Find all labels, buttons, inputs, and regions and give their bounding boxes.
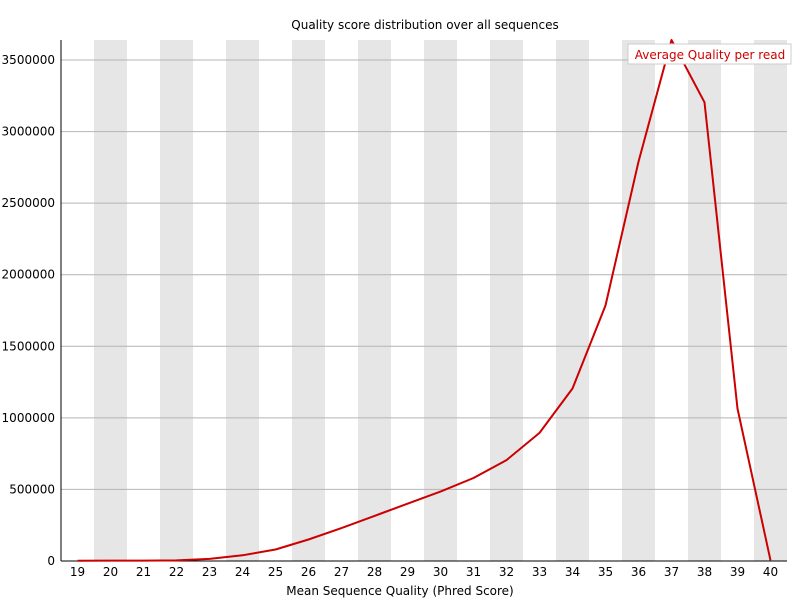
series-line-0 (77, 39, 772, 562)
band-26 (292, 40, 325, 561)
band-22 (160, 40, 193, 561)
band-38 (688, 40, 721, 561)
x-tick-labels: 19 20 21 22 23 24 25 26 27 28 29 30 31 32 33 34 35 36 37 38… (70, 565, 778, 579)
y-tick-3000000: 3000000 (2, 125, 55, 139)
y-tick-1000000: 1000000 (2, 411, 55, 425)
x-tick-28: 28 (367, 565, 382, 579)
y-tick-2500000: 2500000 (2, 196, 55, 210)
band-40 (754, 40, 787, 561)
y-tick-1500000: 1500000 (2, 339, 55, 353)
x-tick-23: 23 (202, 565, 217, 579)
band-28 (358, 40, 391, 561)
x-tick-29: 29 (400, 565, 415, 579)
x-axis-label: Mean Sequence Quality (Phred Score) (286, 584, 514, 598)
x-tick-35: 35 (598, 565, 613, 579)
x-tick-39: 39 (730, 565, 745, 579)
band-32 (490, 40, 523, 561)
y-tick-labels: 0 500000 1000000 1500000 2000000 2500000 30000… (2, 53, 55, 568)
x-tick-26: 26 (301, 565, 316, 579)
x-tick-37: 37 (664, 565, 679, 579)
band-36 (622, 40, 655, 561)
legend-entry: Average Quality per read (635, 48, 786, 62)
x-tick-19: 19 (70, 565, 85, 579)
x-tick-30: 30 (433, 565, 448, 579)
x-tick-33: 33 (532, 565, 547, 579)
x-tick-31: 31 (466, 565, 481, 579)
band-20 (94, 40, 127, 561)
x-tick-24: 24 (235, 565, 250, 579)
band-30 (424, 40, 457, 561)
x-tick-25: 25 (268, 565, 283, 579)
y-tick-0: 0 (47, 554, 55, 568)
x-tick-34: 34 (565, 565, 580, 579)
legend: Average Quality per read (627, 43, 792, 65)
x-tick-32: 32 (499, 565, 514, 579)
y-tick-2000000: 2000000 (2, 268, 55, 282)
x-tick-27: 27 (334, 565, 349, 579)
y-tick-3500000: 3500000 (2, 53, 55, 67)
series-lines (77, 39, 772, 562)
y-tick-500000: 500000 (9, 482, 55, 496)
x-tick-38: 38 (697, 565, 712, 579)
x-tick-22: 22 (169, 565, 184, 579)
x-tick-36: 36 (631, 565, 646, 579)
x-tick-21: 21 (136, 565, 151, 579)
chart-title: Quality score distribution over all sequ… (291, 18, 558, 32)
band-24 (226, 40, 259, 561)
band-34 (556, 40, 589, 561)
legend-box (627, 43, 792, 65)
x-tick-20: 20 (103, 565, 118, 579)
x-tick-40: 40 (763, 565, 778, 579)
alternating-bands (94, 40, 787, 561)
